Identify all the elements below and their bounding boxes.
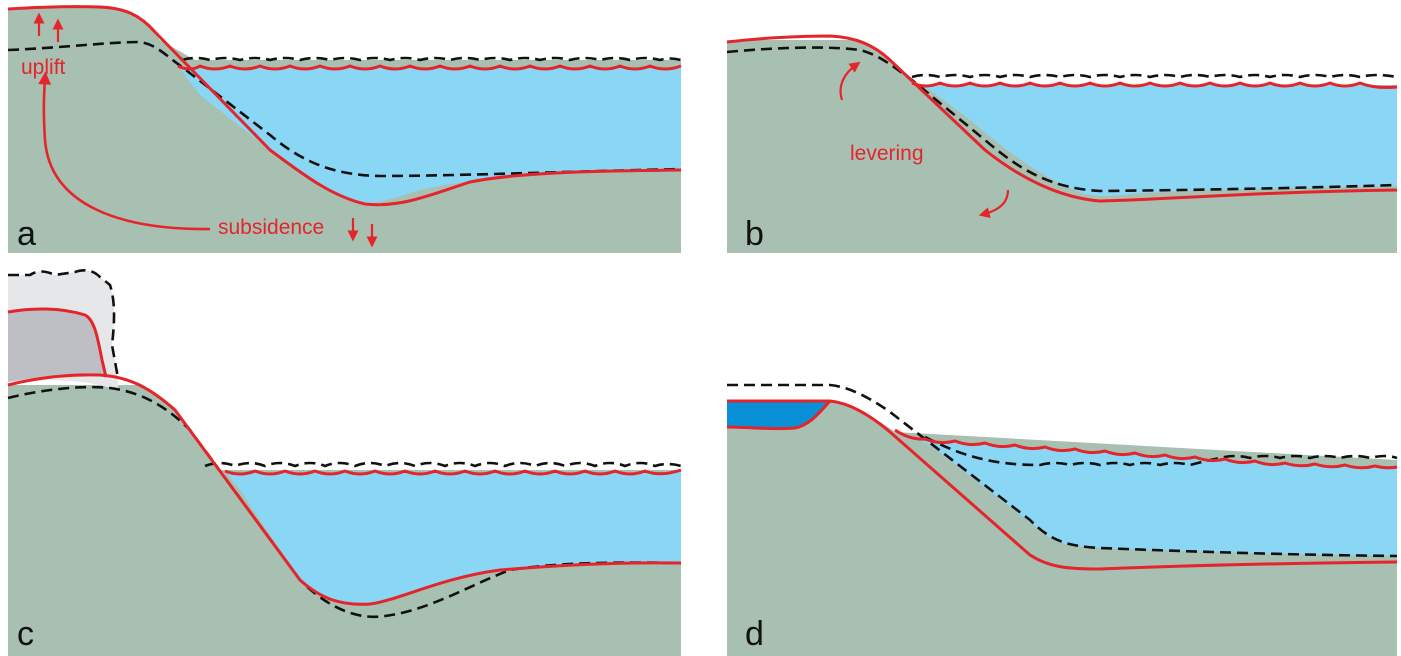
panel-d-present-sea xyxy=(894,428,1398,470)
panel-d-former-sea xyxy=(924,435,1398,467)
panel-a-former-surface xyxy=(7,40,682,178)
panel-d-former-surface xyxy=(727,383,1398,558)
panel-c-ocean xyxy=(225,470,681,605)
panel-d-lake-outline xyxy=(726,399,832,431)
panel-b-levering-arrow-down xyxy=(978,189,1010,218)
panel-a-former-sea xyxy=(181,56,682,62)
panel-b-present-surface xyxy=(726,34,1398,203)
panel-b-letter: b xyxy=(745,215,764,253)
panel-a-coupling-arrow xyxy=(38,71,211,231)
panel-a-present-sea xyxy=(177,64,682,71)
panel-b-present-sea xyxy=(911,81,1398,89)
panel-c-present-surface xyxy=(7,373,682,606)
panel-b-former-sea xyxy=(911,73,1398,79)
panel-c-land-top-white xyxy=(8,374,681,470)
panel-c-letter: c xyxy=(17,615,34,653)
panel-c-ice-present-outline xyxy=(7,307,108,378)
panel-b-levering-arrow-up xyxy=(839,61,861,101)
panel-d: d xyxy=(726,383,1398,656)
panel-b: levering b xyxy=(726,0,1398,253)
panel-d-present-surface xyxy=(727,399,1398,571)
panel-a-uplift-label: uplift xyxy=(21,56,66,79)
panel-a-land-top-white xyxy=(8,0,681,60)
panel-c: c xyxy=(7,269,682,656)
panel-a: uplift subsidence a xyxy=(7,0,682,253)
panel-d-letter: d xyxy=(745,615,764,653)
panel-a-subsidence-label: subsidence xyxy=(218,216,324,239)
panel-c-ice-former-outline xyxy=(8,269,120,379)
panel-b-ocean xyxy=(912,83,1397,196)
panel-a-ocean xyxy=(178,66,681,204)
panel-a-letter: a xyxy=(17,215,36,253)
panel-b-former-surface xyxy=(726,46,1398,193)
panel-b-levering-label: levering xyxy=(850,142,924,165)
panel-c-present-sea xyxy=(224,468,682,476)
panel-d-lake xyxy=(727,401,830,429)
panel-c-former-sea xyxy=(204,461,682,468)
panel-a-present-surface xyxy=(7,5,682,207)
panel-c-ice-present xyxy=(8,308,106,382)
panel-d-ocean xyxy=(895,430,1397,556)
